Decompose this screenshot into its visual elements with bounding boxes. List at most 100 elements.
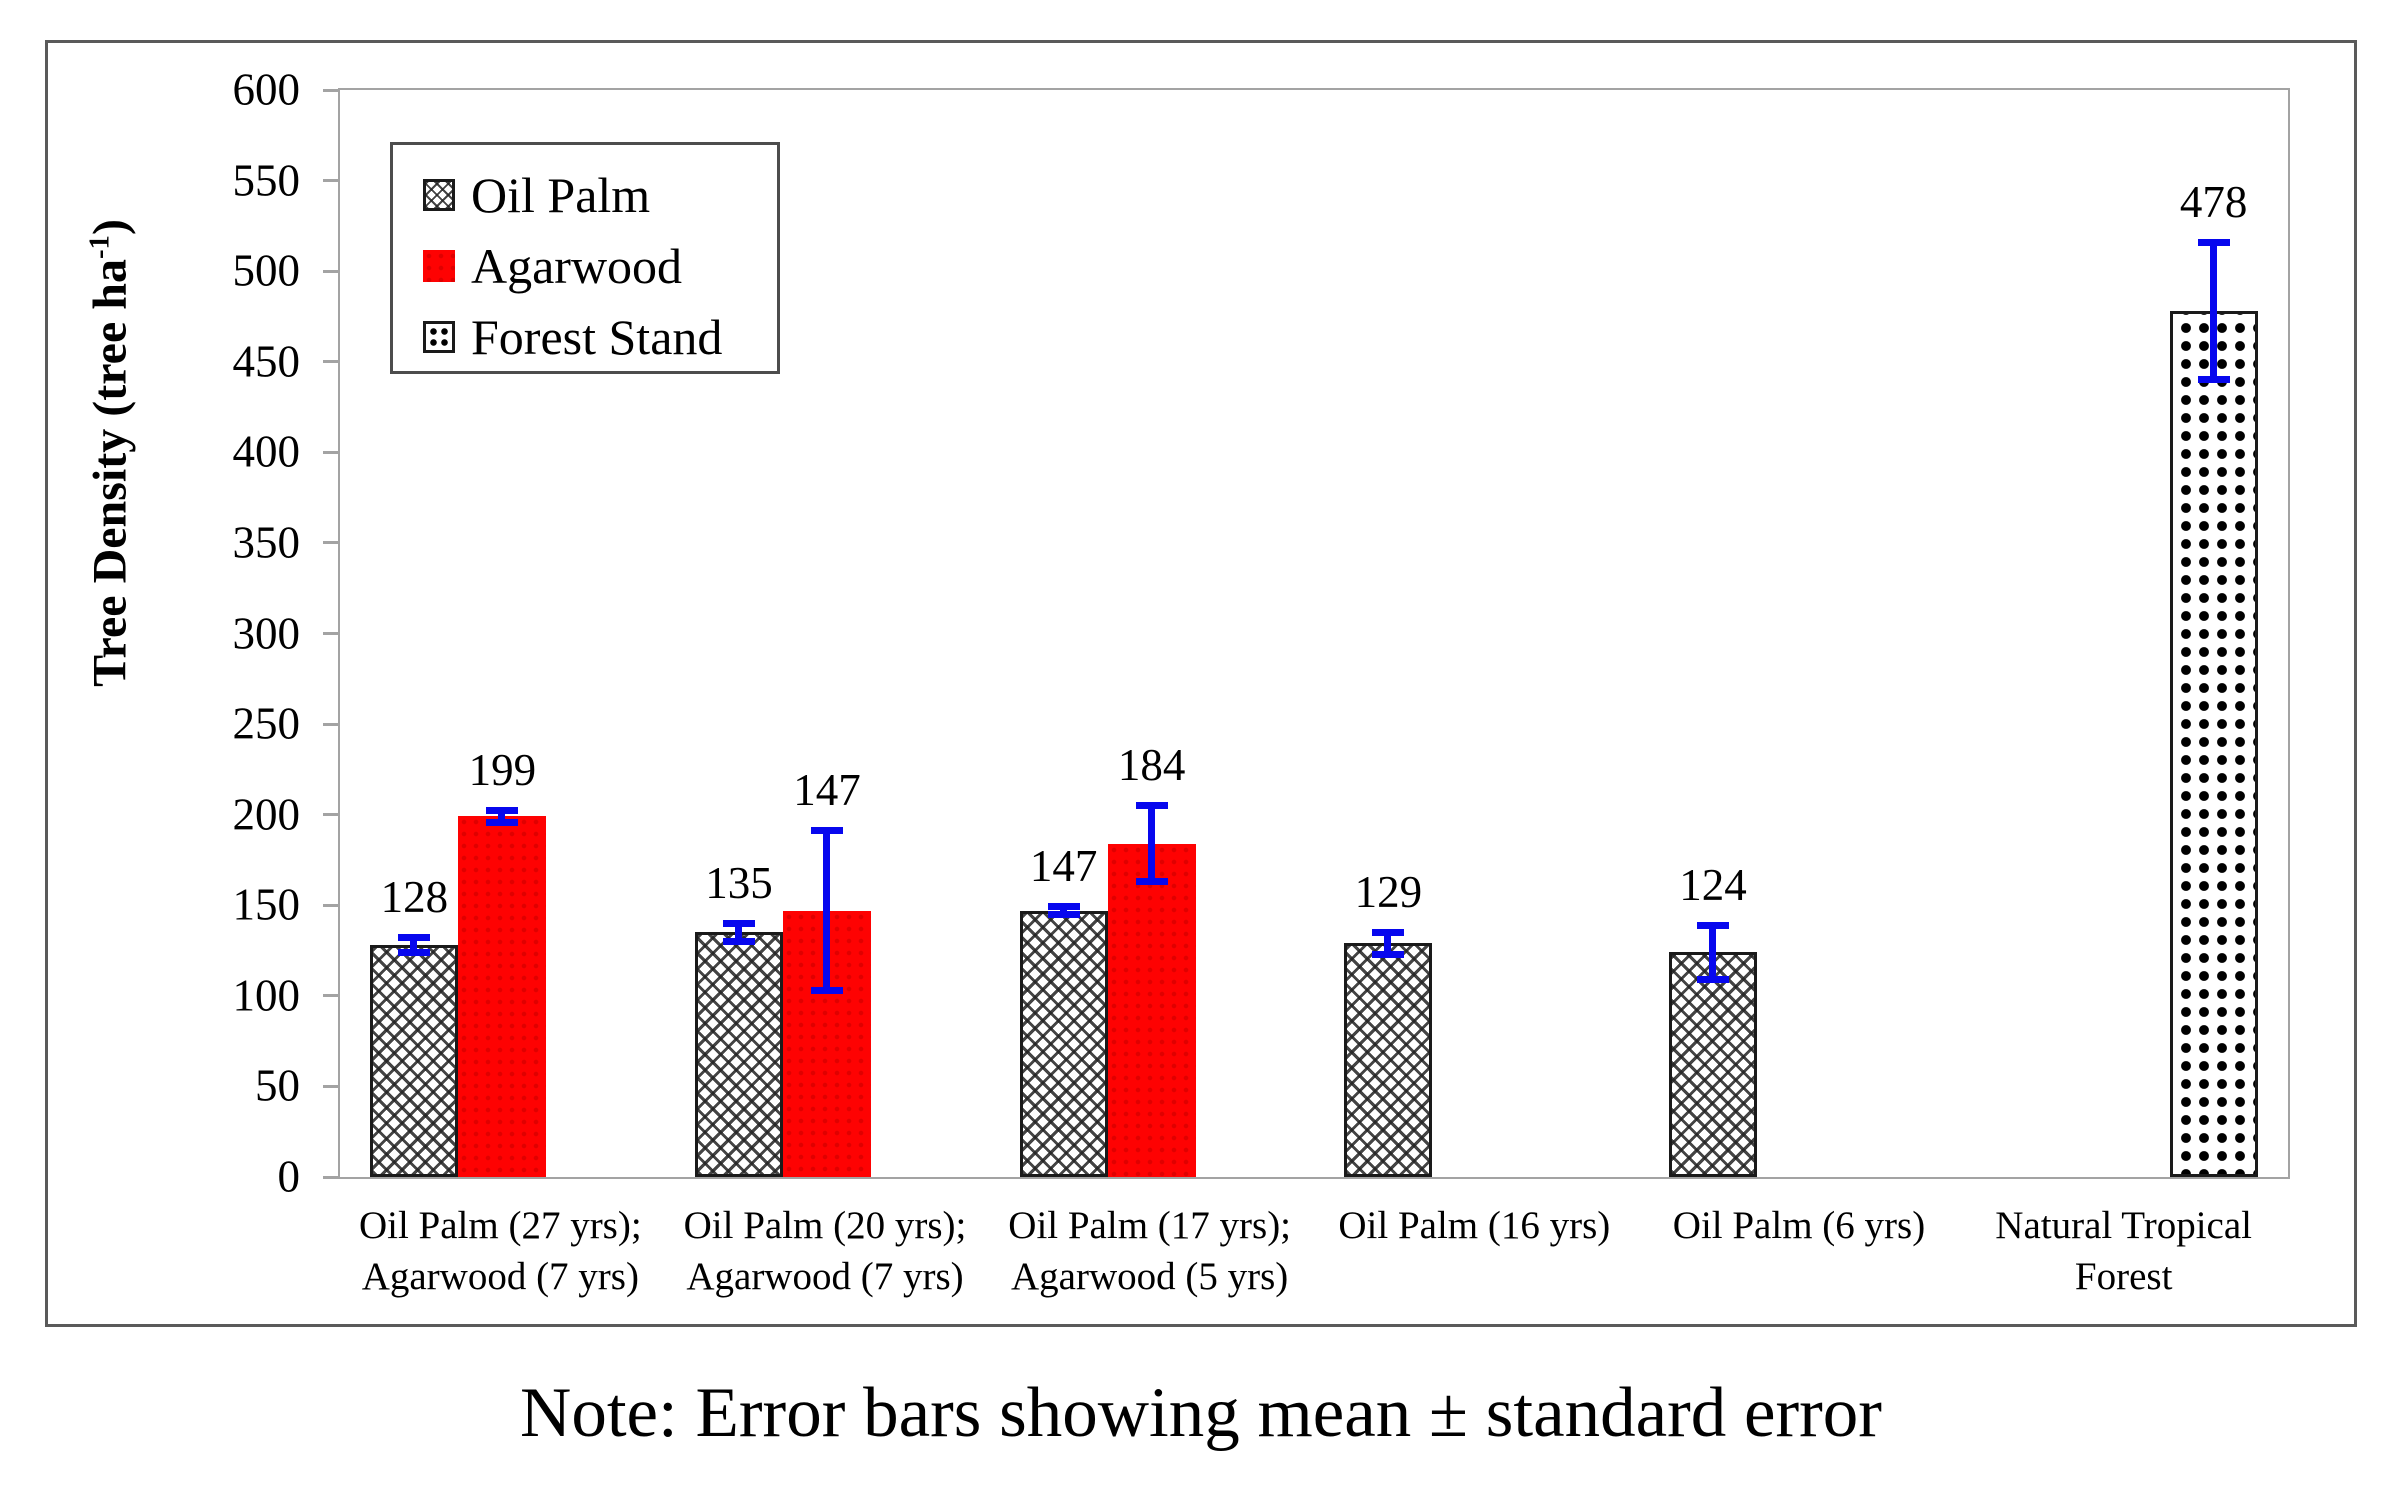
x-category-label: Oil Palm (16 yrs) bbox=[1338, 1204, 1611, 1247]
value-label: 129 bbox=[1354, 866, 1423, 917]
y-tick-mark bbox=[323, 994, 338, 998]
oil-palm-pattern-swatch-icon bbox=[423, 178, 455, 211]
error-bar-line bbox=[823, 827, 830, 995]
error-bar-line bbox=[1147, 801, 1155, 886]
y-tick-mark bbox=[323, 179, 338, 183]
bar-agarwood bbox=[1107, 843, 1196, 1177]
value-label: 128 bbox=[380, 872, 449, 923]
y-tick-label: 300 bbox=[232, 608, 301, 658]
legend-label-agarwood: Agarwood bbox=[471, 237, 683, 294]
bar-forest-stand bbox=[2169, 311, 2258, 1177]
y-tick-label: 500 bbox=[232, 245, 301, 296]
y-tick-mark bbox=[323, 813, 338, 817]
y-tick-label: 550 bbox=[232, 155, 301, 206]
error-bar-cap bbox=[1372, 950, 1405, 958]
y-tick-label: 400 bbox=[232, 426, 301, 477]
y-axis-title-main: Tree Density (tree ha bbox=[83, 259, 137, 687]
legend-item-agarwood: Agarwood bbox=[423, 230, 777, 301]
y-tick-label: 0 bbox=[277, 1151, 301, 1202]
y-tick-label: 600 bbox=[232, 64, 301, 115]
legend: Oil Palm Agarwood Forest Stand bbox=[390, 142, 780, 374]
error-bar-cap bbox=[1372, 928, 1405, 936]
x-category-label: Natural Tropical Forest bbox=[1995, 1204, 2253, 1298]
value-label: 184 bbox=[1117, 740, 1186, 790]
chart-figure: Tree Density (tree ha-1) Oil Palm Agarwo… bbox=[45, 40, 2357, 1327]
y-tick-mark bbox=[323, 541, 338, 545]
x-category-label: Oil Palm (6 yrs) bbox=[1672, 1204, 1926, 1247]
bar-oil-palm bbox=[695, 932, 783, 1177]
error-bar-cap bbox=[2197, 238, 2230, 246]
value-label: 124 bbox=[1679, 859, 1747, 910]
y-tick-label: 350 bbox=[232, 517, 301, 568]
y-tick-label: 50 bbox=[255, 1060, 300, 1111]
error-bar-line bbox=[1059, 903, 1067, 918]
error-bar-cap bbox=[1135, 801, 1168, 809]
y-tick-mark bbox=[323, 722, 338, 726]
y-tick-mark bbox=[323, 1175, 338, 1179]
legend-label-oil-palm: Oil Palm bbox=[471, 166, 651, 223]
error-bar-cap bbox=[811, 827, 843, 835]
error-bar bbox=[486, 807, 519, 826]
note-text: Note: Error bars showing mean ± standard… bbox=[520, 1374, 1882, 1452]
y-tick-label: 100 bbox=[232, 970, 301, 1021]
error-bar-cap bbox=[486, 807, 519, 815]
bar-oil-palm bbox=[1344, 943, 1433, 1177]
y-tick-mark bbox=[323, 269, 338, 273]
error-bar-cap bbox=[723, 919, 755, 927]
x-category-label: Oil Palm (20 yrs); Agarwood (7 yrs) bbox=[683, 1204, 967, 1298]
error-bar bbox=[811, 827, 843, 995]
agarwood-pattern-swatch-icon bbox=[423, 249, 455, 282]
error-bar-line bbox=[1709, 921, 1716, 984]
value-label: 147 bbox=[793, 765, 861, 816]
bar-agarwood bbox=[458, 816, 547, 1177]
y-tick-label: 200 bbox=[232, 789, 301, 840]
error-bar-cap bbox=[1047, 910, 1080, 918]
y-tick-label: 450 bbox=[232, 336, 301, 387]
value-label: 135 bbox=[705, 857, 773, 908]
error-bar-line bbox=[735, 919, 742, 946]
error-bar-cap bbox=[398, 934, 431, 942]
legend-item-forest-stand: Forest Stand bbox=[423, 301, 777, 372]
error-bar-cap bbox=[486, 818, 519, 826]
error-bar-cap bbox=[1697, 921, 1729, 929]
error-bar bbox=[2197, 238, 2230, 384]
error-bar bbox=[1697, 921, 1729, 984]
error-bar-line bbox=[498, 807, 506, 826]
legend-item-oil-palm: Oil Palm bbox=[423, 159, 777, 230]
y-tick-label: 250 bbox=[232, 698, 301, 749]
error-bar-line bbox=[1384, 928, 1392, 958]
y-axis-title-text: Tree Density (tree ha-1) bbox=[83, 219, 137, 687]
y-axis-title-superscript: -1 bbox=[83, 235, 116, 260]
bar-oil-palm bbox=[370, 945, 459, 1177]
y-tick-mark bbox=[323, 88, 338, 92]
error-bar-cap bbox=[2197, 376, 2230, 384]
forest-stand-pattern-swatch-icon bbox=[423, 320, 455, 353]
error-bar-cap bbox=[398, 948, 431, 956]
error-bar-cap bbox=[1135, 878, 1168, 886]
legend-label-forest-stand: Forest Stand bbox=[471, 308, 723, 365]
y-tick-mark bbox=[323, 450, 338, 454]
error-bar-line bbox=[2209, 238, 2217, 384]
error-bar-cap bbox=[1697, 976, 1729, 984]
error-bar bbox=[1047, 903, 1080, 918]
error-bar bbox=[723, 919, 755, 946]
y-tick-mark bbox=[323, 360, 338, 364]
error-bar-cap bbox=[811, 987, 843, 995]
value-label: 147 bbox=[1029, 841, 1098, 892]
y-axis-title-end: ) bbox=[83, 219, 137, 236]
value-label: 199 bbox=[468, 745, 537, 796]
y-tick-mark bbox=[323, 632, 338, 635]
error-bar bbox=[398, 934, 431, 956]
y-tick-label: 150 bbox=[232, 879, 301, 930]
error-bar-cap bbox=[1047, 903, 1080, 911]
error-bar-line bbox=[410, 934, 418, 956]
bar-oil-palm bbox=[1019, 910, 1108, 1177]
error-bar-cap bbox=[723, 938, 755, 946]
y-tick-mark bbox=[323, 1084, 338, 1088]
bar-oil-palm bbox=[1669, 952, 1757, 1177]
error-bar bbox=[1135, 801, 1168, 886]
error-bar bbox=[1372, 928, 1405, 958]
plot-area: Oil Palm Agarwood Forest Stand 600 550 500… bbox=[233, 67, 2290, 1199]
value-label: 478 bbox=[2179, 176, 2248, 227]
x-category-label: Oil Palm (27 yrs); Agarwood (7 yrs) bbox=[358, 1204, 642, 1298]
